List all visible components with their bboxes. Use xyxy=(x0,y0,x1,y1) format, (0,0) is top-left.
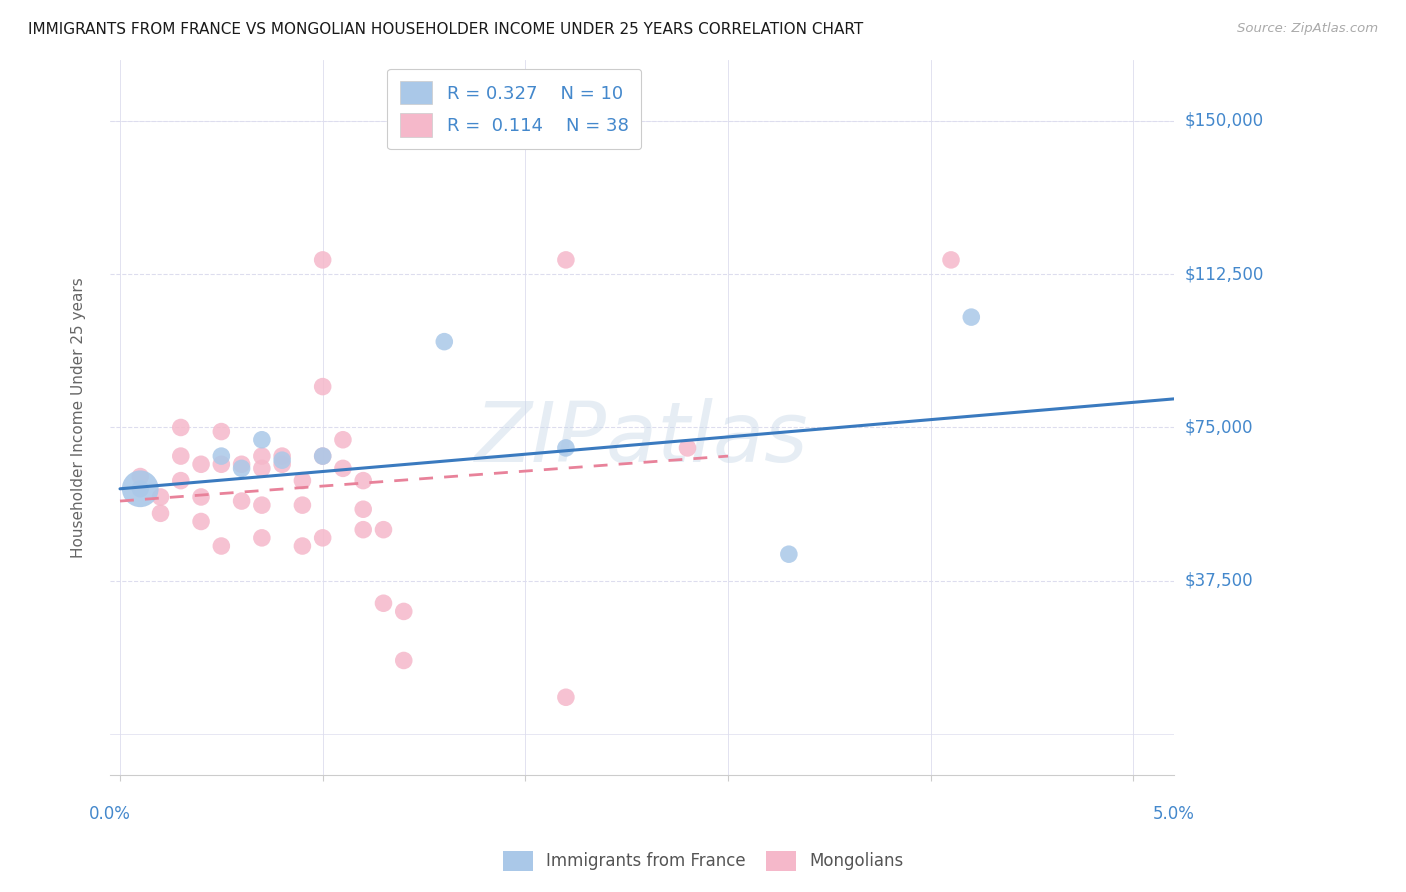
Legend: Immigrants from France, Mongolians: Immigrants from France, Mongolians xyxy=(495,842,911,880)
Point xyxy=(271,457,294,471)
Text: $112,500: $112,500 xyxy=(1185,265,1264,283)
Point xyxy=(291,498,314,512)
Point xyxy=(209,539,232,553)
Point xyxy=(939,252,962,267)
Point xyxy=(291,474,314,488)
Point xyxy=(311,531,333,545)
Text: 5.0%: 5.0% xyxy=(1153,805,1195,823)
Text: $75,000: $75,000 xyxy=(1185,418,1254,436)
Point xyxy=(676,441,699,455)
Point xyxy=(392,604,415,618)
Point xyxy=(231,494,253,508)
Point xyxy=(129,482,152,496)
Point xyxy=(250,531,273,545)
Point xyxy=(332,433,354,447)
Point xyxy=(250,449,273,463)
Point xyxy=(129,482,152,496)
Point xyxy=(311,449,333,463)
Point xyxy=(271,453,294,467)
Point xyxy=(960,310,983,325)
Point xyxy=(170,474,193,488)
Text: IMMIGRANTS FROM FRANCE VS MONGOLIAN HOUSEHOLDER INCOME UNDER 25 YEARS CORRELATIO: IMMIGRANTS FROM FRANCE VS MONGOLIAN HOUS… xyxy=(28,22,863,37)
Point xyxy=(231,461,253,475)
Text: 0.0%: 0.0% xyxy=(89,805,131,823)
Point xyxy=(373,596,395,610)
Point xyxy=(352,474,374,488)
Point xyxy=(250,433,273,447)
Point xyxy=(271,449,294,463)
Point xyxy=(209,449,232,463)
Point xyxy=(170,449,193,463)
Text: $150,000: $150,000 xyxy=(1185,112,1264,130)
Y-axis label: Householder Income Under 25 years: Householder Income Under 25 years xyxy=(72,277,86,558)
Point xyxy=(231,457,253,471)
Point xyxy=(250,461,273,475)
Point xyxy=(352,523,374,537)
Point xyxy=(190,515,212,529)
Point xyxy=(209,425,232,439)
Point xyxy=(129,469,152,483)
Text: ZIPatlas: ZIPatlas xyxy=(475,398,808,479)
Point xyxy=(190,457,212,471)
Point xyxy=(392,653,415,667)
Point xyxy=(311,449,333,463)
Point xyxy=(170,420,193,434)
Point xyxy=(433,334,456,349)
Point xyxy=(352,502,374,516)
Point xyxy=(190,490,212,504)
Point xyxy=(332,461,354,475)
Point xyxy=(149,490,172,504)
Point xyxy=(554,690,576,705)
Legend: R = 0.327    N = 10, R =  0.114    N = 38: R = 0.327 N = 10, R = 0.114 N = 38 xyxy=(387,69,641,149)
Point xyxy=(373,523,395,537)
Text: Source: ZipAtlas.com: Source: ZipAtlas.com xyxy=(1237,22,1378,36)
Point xyxy=(1223,498,1246,512)
Point xyxy=(149,506,172,520)
Point xyxy=(209,457,232,471)
Point xyxy=(311,379,333,393)
Point xyxy=(311,252,333,267)
Text: $37,500: $37,500 xyxy=(1185,572,1254,590)
Point xyxy=(778,547,800,561)
Point xyxy=(250,498,273,512)
Point xyxy=(554,441,576,455)
Point xyxy=(554,252,576,267)
Point xyxy=(291,539,314,553)
